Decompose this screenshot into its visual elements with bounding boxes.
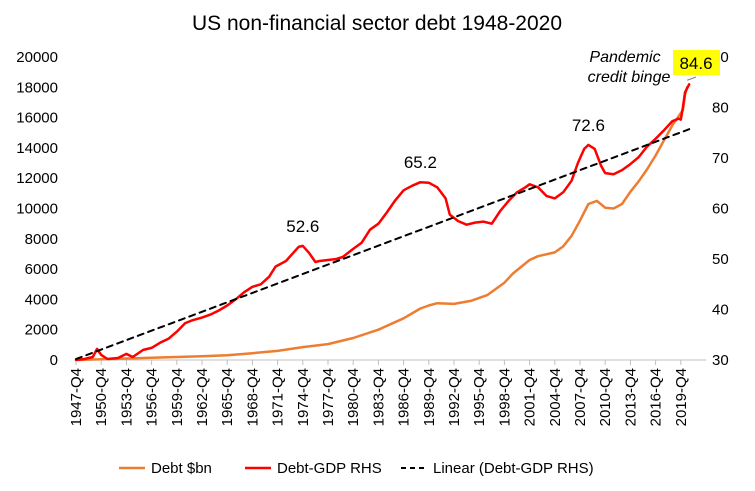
- x-tick-label: 1956-Q4: [144, 368, 161, 426]
- x-tick-label: 2019-Q4: [673, 368, 690, 426]
- left-tick-label: 20000: [16, 49, 58, 66]
- callout-highlight: [673, 50, 720, 75]
- x-tick-label: 1971-Q4: [270, 368, 287, 426]
- left-tick-label: 18000: [16, 79, 58, 96]
- right-tick-label: 70: [712, 150, 729, 167]
- left-tick-label: 14000: [16, 140, 58, 157]
- x-tick-label: 1980-Q4: [345, 368, 362, 426]
- legend-label-debt: Debt $bn: [151, 460, 212, 477]
- legend-label-debt-gdp: Debt-GDP RHS: [277, 460, 382, 477]
- x-tick-label: 2010-Q4: [597, 368, 614, 426]
- x-tick-label: 2001-Q4: [522, 368, 539, 426]
- left-tick-label: 2000: [25, 322, 58, 339]
- callout-value: 84.6: [679, 54, 712, 73]
- x-tick-label: 1998-Q4: [496, 368, 513, 426]
- peak-label: 65.2: [404, 153, 437, 172]
- left-tick-label: 12000: [16, 170, 58, 187]
- x-tick-label: 1986-Q4: [396, 368, 413, 426]
- x-tick-label: 1974-Q4: [295, 368, 312, 426]
- x-tick-label: 2013-Q4: [622, 368, 639, 426]
- x-tick-label: 1977-Q4: [320, 368, 337, 426]
- left-tick-label: 0: [50, 352, 58, 369]
- right-tick-label: 60: [712, 201, 729, 218]
- left-tick-label: 6000: [25, 261, 58, 278]
- x-tick-label: 1995-Q4: [471, 368, 488, 426]
- left-tick-label: 10000: [16, 201, 58, 218]
- x-tick-label: 1983-Q4: [370, 368, 387, 426]
- series-linear-trend-line: [75, 128, 691, 360]
- series-debt-gdp-line: [74, 83, 691, 362]
- x-tick-label: 1962-Q4: [194, 368, 211, 426]
- callout-leader: [687, 76, 697, 81]
- right-tick-label: 30: [712, 352, 729, 369]
- annotations: 52.6 65.2 72.6: [286, 116, 605, 236]
- x-tick-label: 1950-Q4: [93, 368, 110, 426]
- right-tick-label: 80: [712, 100, 729, 117]
- series-debt-line: [74, 86, 689, 362]
- left-tick-label: 16000: [16, 110, 58, 127]
- peak-label: 52.6: [286, 217, 319, 236]
- x-tick-label: 1947-Q4: [68, 368, 85, 426]
- callout-line1: Pandemic: [589, 49, 660, 66]
- chart-title: US non-financial sector debt 1948-2020: [192, 12, 562, 35]
- legend-label-linear: Linear (Debt-GDP RHS): [433, 460, 594, 477]
- peak-label: 72.6: [572, 116, 605, 135]
- right-tick-label: 40: [712, 302, 729, 319]
- x-tick-label: 1959-Q4: [169, 368, 186, 426]
- x-axis: 1947-Q4 1950-Q4 1953-Q4 1956-Q4 1959-Q4 1962-…: [68, 360, 690, 426]
- series-group: [74, 83, 691, 362]
- x-tick-label: 1989-Q4: [421, 368, 438, 426]
- callout-line2: credit binge: [588, 69, 671, 86]
- left-tick-label: 4000: [25, 291, 58, 308]
- x-tick-label: 1968-Q4: [244, 368, 261, 426]
- x-tick-label: 1992-Q4: [446, 368, 463, 426]
- x-tick-label: 2007-Q4: [572, 368, 589, 426]
- x-tick-label: 2004-Q4: [547, 368, 564, 426]
- right-tick-label: 50: [712, 251, 729, 268]
- left-y-axis: 0 2000 4000 6000 8000 10000 12000 14000 16000 180…: [16, 49, 58, 369]
- x-tick-label: 1953-Q4: [118, 368, 135, 426]
- x-tick-label: 1965-Q4: [219, 368, 236, 426]
- x-tick-label: 2016-Q4: [648, 368, 665, 426]
- left-tick-label: 8000: [25, 231, 58, 248]
- pandemic-callout: Pandemic credit binge 84.6: [588, 49, 720, 86]
- legend: Debt $bn Debt-GDP RHS Linear (Debt-GDP R…: [119, 460, 594, 477]
